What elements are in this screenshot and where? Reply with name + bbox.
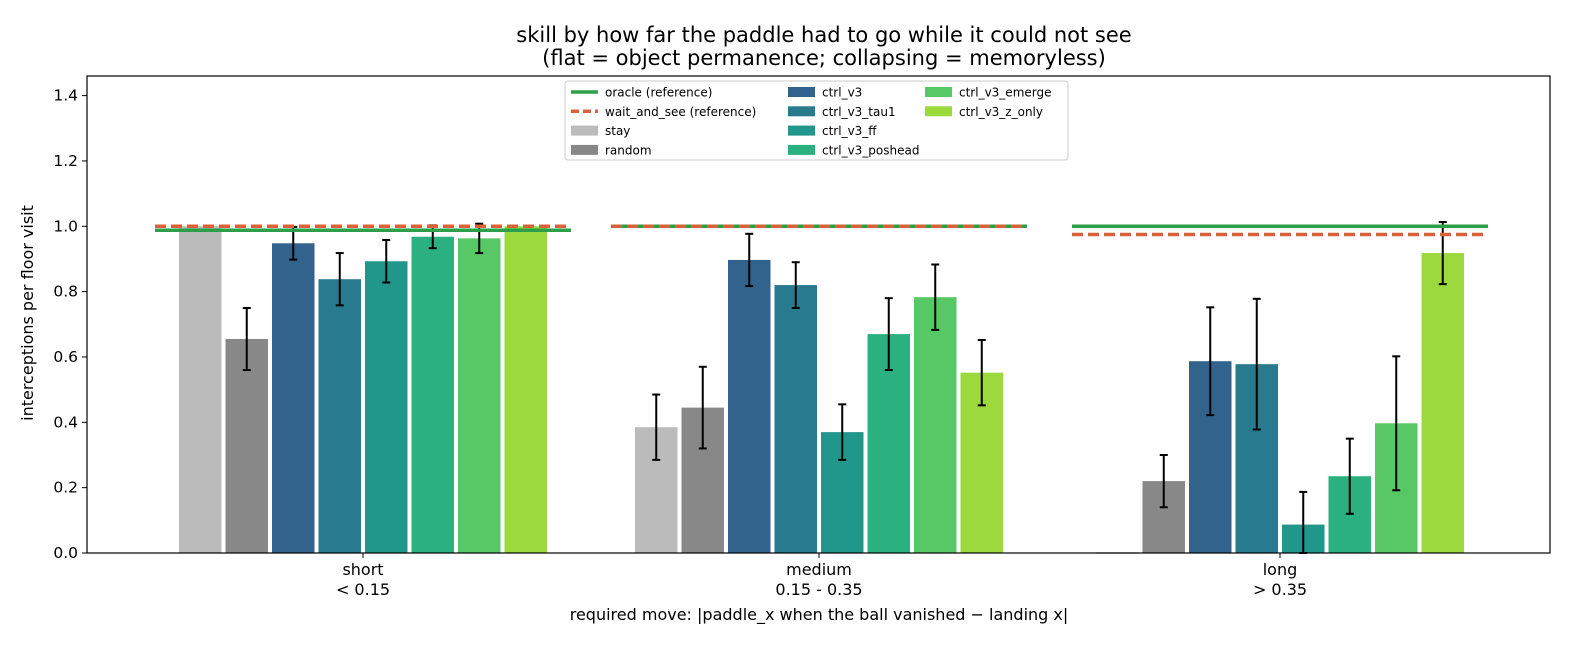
x-tick-range-short: < 0.15 — [336, 580, 390, 599]
legend: oracle (reference) wait_and_see (referenc… — [564, 80, 1069, 161]
bar-ctrl_v3_ff-short — [365, 261, 408, 553]
bar-ctrl_v3-medium — [728, 259, 771, 553]
bar-ctrl_v3_poshead-short — [411, 236, 454, 553]
y-tick-label-0: 0.0 — [53, 544, 78, 562]
chart-title: skill by how far the paddle had to go wh… — [516, 23, 1131, 47]
y-tick-label-5: 1.0 — [53, 217, 78, 235]
plot-area: 0.0 0.2 0.4 0.6 0.8 1.0 1.2 1.4 short< 0.15 mediu… — [53, 87, 1488, 599]
legend-label-oracle: oracle (reference) — [605, 86, 712, 100]
legend-label-ctrl_v3_z_only: ctrl_v3_z_only — [959, 105, 1043, 119]
legend-swatch-ctrl_v3_tau1 — [788, 106, 815, 117]
x-tick-label-long: long — [1263, 560, 1298, 579]
bar-ctrl_v3_emerge-medium — [914, 297, 957, 553]
legend-swatch-random — [571, 144, 598, 155]
chart-subtitle: (flat = object permanence; collapsing = … — [542, 46, 1106, 70]
legend-swatch-stay — [571, 125, 598, 136]
bar-ctrl_v3_z_only-short — [504, 226, 547, 554]
bar-stay-short — [179, 226, 222, 554]
bar-ctrl_v3_emerge-short — [458, 238, 501, 553]
legend-swatch-ctrl_v3 — [788, 87, 815, 97]
bar-random-short — [225, 339, 268, 553]
legend-label-ctrl_v3_tau1: ctrl_v3_tau1 — [822, 105, 896, 119]
bar-ctrl_v3-short — [272, 243, 315, 553]
plot-frame — [86, 75, 1551, 554]
legend-box — [564, 80, 1069, 161]
y-tick-label-2: 0.4 — [53, 413, 78, 431]
legend-label-stay: stay — [605, 124, 630, 138]
y-tick-label-1: 0.2 — [53, 479, 78, 497]
y-tick-label-6: 1.2 — [53, 152, 78, 170]
x-tick-label-medium: medium — [786, 560, 852, 579]
legend-swatch-ctrl_v3_z_only — [925, 106, 952, 117]
y-tick-label-7: 1.4 — [53, 87, 78, 105]
x-tick-range-medium: 0.15 - 0.35 — [775, 580, 862, 599]
bar-ctrl_v3_tau1-medium — [774, 285, 817, 553]
legend-label-ctrl_v3_emerge: ctrl_v3_emerge — [959, 86, 1051, 100]
x-axis-label: required move: |paddle_x when the ball v… — [570, 605, 1069, 625]
y-tick-label-4: 0.8 — [53, 283, 78, 301]
legend-label-ctrl_v3_poshead: ctrl_v3_poshead — [822, 143, 919, 157]
y-axis-label: interceptions per floor visit — [18, 205, 37, 421]
x-tick-range-long: > 0.35 — [1253, 580, 1307, 599]
x-tick-label-short: short — [342, 560, 383, 579]
legend-swatch-ctrl_v3_ff — [788, 125, 815, 136]
bar-ctrl_v3_z_only-long — [1421, 253, 1464, 554]
bar-ctrl_v3_tau1-short — [318, 279, 361, 553]
legend-swatch-ctrl_v3_emerge — [925, 87, 952, 97]
legend-label-ctrl_v3_ff: ctrl_v3_ff — [822, 124, 877, 138]
legend-label-ctrl_v3: ctrl_v3 — [822, 86, 862, 100]
legend-label-wait_and_see: wait_and_see (reference) — [605, 105, 756, 119]
legend-swatch-ctrl_v3_poshead — [788, 144, 815, 155]
legend-label-random: random — [605, 143, 652, 157]
y-tick-label-3: 0.6 — [53, 348, 78, 366]
